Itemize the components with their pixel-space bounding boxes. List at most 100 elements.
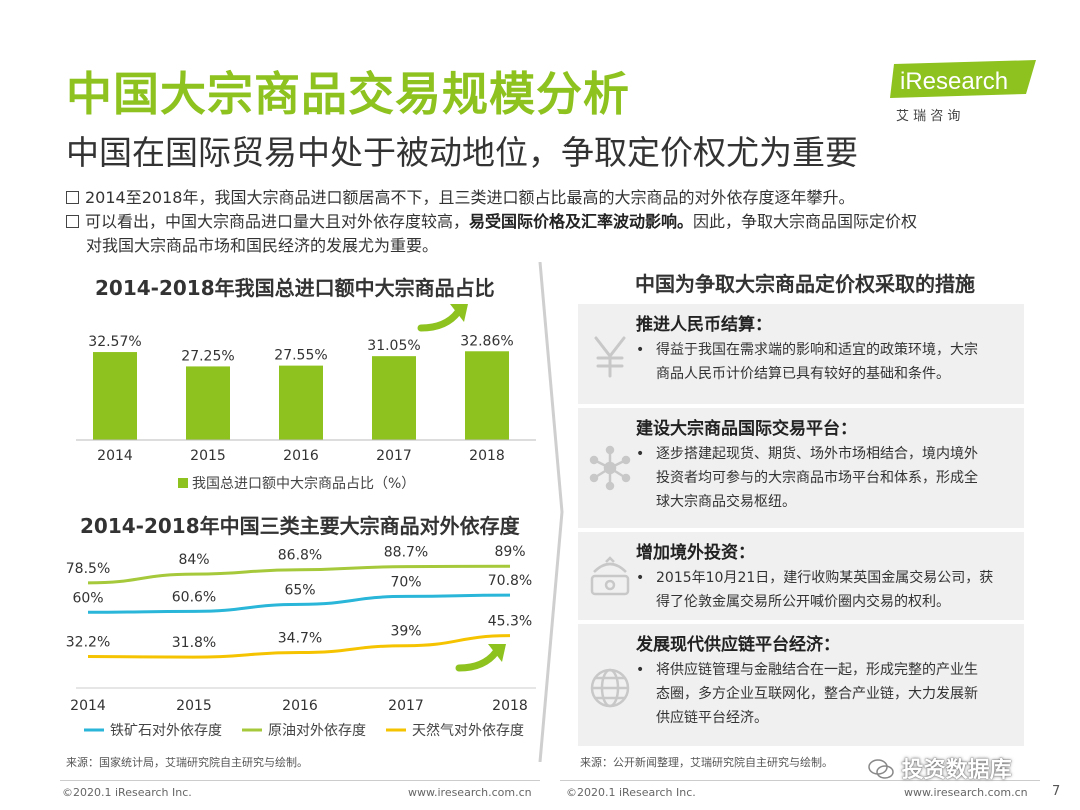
page-subtitle: 中国在国际贸易中处于被动地位，争取定价权尤为重要	[66, 133, 858, 172]
bullet-2-bold: 易受国际价格及汇率波动影响。	[469, 212, 694, 231]
bar-x-tick: 2016	[283, 448, 319, 464]
bar-2015	[186, 366, 230, 440]
measure-line: 投资者均可参与的大宗商品市场平台和体系，形成全	[656, 470, 978, 486]
legend-label: 原油对外依存度	[268, 723, 366, 739]
checkbox-square-icon	[66, 191, 79, 204]
line-value-label: 88.7%	[384, 545, 428, 561]
measure-head: 建设大宗商品国际交易平台：	[636, 419, 857, 439]
line-value-label: 31.8%	[172, 635, 216, 651]
line-value-label: 60.6%	[172, 589, 216, 605]
footer-rule-left	[60, 780, 540, 781]
measures-title: 中国为争取大宗商品定价权采取的措施	[635, 272, 975, 296]
logo-cn: 艾 瑞 咨 询	[896, 109, 960, 124]
bar-2017	[372, 356, 416, 440]
measure-line: 2015年10月21日，建行收购某英国金属交易公司，获	[656, 570, 994, 586]
legend-label: 铁矿石对外依存度	[110, 723, 222, 739]
bar-value-label: 32.57%	[88, 334, 141, 350]
measure-head: 发展现代供应链平台经济：	[636, 635, 840, 655]
bar-value-label: 27.55%	[274, 348, 327, 364]
line-value-label: 34.7%	[278, 631, 322, 647]
measure-head: 推进人民币结算：	[636, 315, 772, 335]
bullet-2-post: 因此，争取大宗商品国际定价权	[693, 212, 918, 231]
measure-line: 得益于我国在需求端的影响和适宜的政策环境，大宗	[656, 342, 978, 358]
bar-x-tick: 2017	[376, 448, 412, 464]
line-x-tick: 2014	[70, 698, 106, 714]
bar-value-label: 32.86%	[460, 333, 513, 349]
bullet-2-line2: 对我国大宗商品市场和国民经济的发展尤为重要。	[86, 236, 439, 255]
uptrend-arrow-icon	[455, 644, 506, 672]
watermark: 投资数据库	[868, 752, 1012, 784]
bullet-1: 2014至2018年，我国大宗商品进口额居高不下，且三类进口额占比最高的大宗商品…	[66, 186, 854, 210]
line-value-label: 86.8%	[278, 548, 322, 564]
bar-2016	[279, 365, 323, 440]
measure-line: 商品人民币计价结算已具有较好的基础和条件。	[656, 366, 950, 382]
bullet-2: 可以看出，中国大宗商品进口量大且对外依存度较高，易受国际价格及汇率波动影响。因此…	[66, 210, 1046, 258]
measure-body: • 得益于我国在需求端的影响和适宜的政策环境，大宗 商品人民币计价结算已具有较好…	[636, 338, 1016, 386]
bar-x-tick: 2015	[190, 448, 226, 464]
footer-rule-right	[560, 780, 1040, 781]
uptrend-arrow-icon	[417, 304, 468, 332]
measure-line: 将供应链管理与金融结合在一起，形成完整的产业生	[656, 662, 978, 678]
line-x-tick: 2017	[388, 698, 424, 714]
wechat-icon	[868, 759, 894, 779]
bar-legend: 我国总进口额中大宗商品占比（%）	[178, 476, 415, 492]
bar-chart: 32.57% 2014 27.25% 2015 27.55% 2016 31.05% 2017…	[76, 304, 536, 492]
line-x-tick: 2015	[176, 698, 212, 714]
series-line-0	[87, 593, 511, 614]
measure-line: 态圈，多方企业互联网化，整合产业链，大力发展新	[656, 686, 978, 702]
line-value-label: 70.8%	[488, 573, 532, 589]
measure-panel-overseas-investment: 增加境外投资： • 2015年10月21日，建行收购某英国金属交易公司，获 得了…	[578, 532, 1024, 620]
watermark-text: 投资数据库	[901, 758, 1012, 783]
legend-label: 我国总进口额中大宗商品占比（%）	[192, 476, 415, 492]
line-value-label: 60%	[72, 590, 103, 606]
bar-2014	[93, 352, 137, 440]
line-chart-title: 2014-2018年中国三类主要大宗商品对外依存度	[80, 514, 520, 538]
measure-body: • 2015年10月21日，建行收购某英国金属交易公司，获 得了伦敦金属交易所公…	[636, 566, 1016, 614]
line-value-label: 84%	[178, 552, 209, 568]
line-value-label: 32.2%	[66, 635, 110, 651]
line-value-label: 65%	[284, 582, 315, 598]
bar-value-label: 31.05%	[367, 338, 420, 354]
logo-brand: iResearch	[900, 68, 1008, 95]
measure-panel-trading-platform: 建设大宗商品国际交易平台： • 逐步搭建起现货、期货、场外市场相结合，境内境外 …	[578, 408, 1024, 528]
bar-x-tick: 2014	[97, 448, 133, 464]
series-line-2	[87, 634, 511, 659]
line-value-label: 89%	[494, 544, 525, 560]
measure-head: 增加境外投资：	[636, 543, 755, 563]
bullet-1-text: 2014至2018年，我国大宗商品进口额居高不下，且三类进口额占比最高的大宗商品…	[85, 188, 855, 207]
measure-line: 逐步搭建起现货、期货、场外市场相结合，境内境外	[656, 446, 978, 462]
line-value-label: 78.5%	[66, 561, 110, 577]
source-right: 来源：公开新闻整理，艾瑞研究院自主研究与绘制。	[580, 756, 833, 769]
series-line-1	[87, 564, 511, 585]
bar-x-tick: 2018	[469, 448, 505, 464]
measure-line: 球大宗商品交易枢纽。	[656, 494, 796, 510]
yen-icon	[594, 336, 626, 378]
measure-body: • 逐步搭建起现货、期货、场外市场相结合，境内境外 投资者均可参与的大宗商品市场…	[636, 442, 1016, 514]
footer-copyright-right: ©2020.1 iResearch Inc.	[566, 786, 696, 799]
page-title: 中国大宗商品交易规模分析	[66, 67, 630, 121]
measure-body: • 将供应链管理与金融结合在一起，形成完整的产业生 态圈，多方企业互联网化，整合…	[636, 658, 1016, 730]
bar-value-label: 27.25%	[181, 348, 234, 364]
checkbox-square-icon	[66, 215, 79, 228]
iresearch-logo: iResearch 艾 瑞 咨 询	[890, 60, 1036, 124]
line-chart: 60% 60.6% 65% 70% 70.8% 78.5% 84% 86.8% 88.7% 89%…	[66, 544, 536, 739]
bar-2018	[465, 351, 509, 440]
line-value-label: 39%	[390, 624, 421, 640]
line-value-label: 70%	[390, 574, 421, 590]
measure-panel-rmb-settlement: 推进人民币结算： • 得益于我国在需求端的影响和适宜的政策环境，大宗 商品人民币…	[578, 304, 1024, 404]
line-x-tick: 2018	[492, 698, 528, 714]
bullet-2-pre: 可以看出，中国大宗商品进口量大且对外依存度较高，	[85, 212, 470, 231]
legend-swatch	[178, 478, 188, 488]
globe-icon	[590, 668, 630, 708]
bar-chart-title: 2014-2018年我国总进口额中大宗商品占比	[95, 276, 495, 300]
line-x-tick: 2016	[282, 698, 318, 714]
section-divider	[538, 262, 564, 762]
footer-url-left: www.iresearch.com.cn	[408, 786, 532, 799]
source-left: 来源：国家统计局，艾瑞研究院自主研究与绘制。	[66, 756, 308, 769]
network-icon	[589, 445, 631, 491]
investment-icon	[590, 556, 630, 596]
footer-copyright-left: ©2020.1 iResearch Inc.	[62, 786, 192, 799]
legend-label: 天然气对外依存度	[412, 722, 524, 739]
line-legend: 铁矿石对外依存度 原油对外依存度 天然气对外依存度	[84, 722, 524, 739]
footer-url-right: www.iresearch.com.cn	[904, 786, 1028, 799]
